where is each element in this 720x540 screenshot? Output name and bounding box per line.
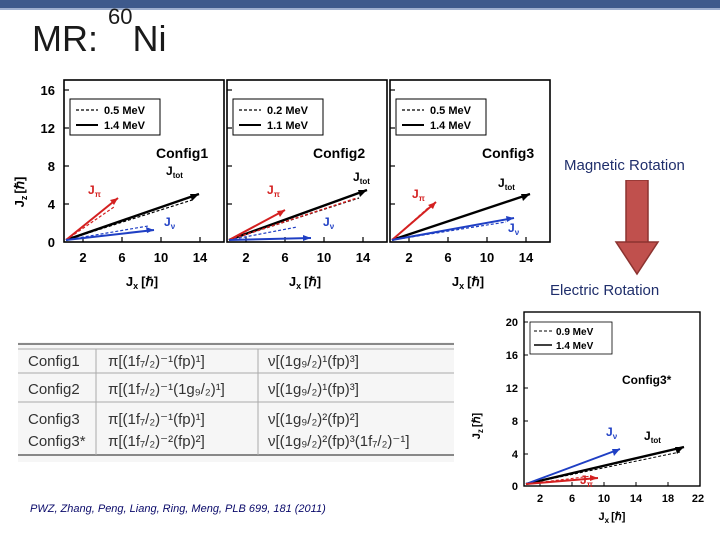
top-y-axis-label-unit: [ℏ]: [12, 177, 27, 194]
legend-entry: 1.4 MeV: [556, 341, 594, 352]
top-y-tick-label: 4: [48, 197, 56, 212]
top-accent-bar: [0, 0, 720, 8]
top-accent-line: [0, 8, 720, 10]
bottom-x-tick-label: 14: [630, 493, 643, 505]
vector-label-j-tot: Jtot: [498, 176, 515, 192]
x-tick-label: 2: [79, 250, 86, 265]
table-row-name: Config1: [28, 353, 80, 370]
bottom-y-tick-label: 4: [512, 449, 519, 461]
table-row-nu: ν[(1g₉/₂)²(fp)³(1f₇/₂)⁻¹]: [268, 433, 410, 450]
x-tick-label: 6: [444, 250, 451, 265]
vector-label-j-tot: Jtot: [353, 170, 370, 186]
slide-title: MR: 60Ni: [32, 4, 167, 60]
bottom-y-axis-label: Jz[ℏ]: [471, 412, 485, 439]
bottom-y-tick-label: 20: [506, 317, 518, 329]
legend-entry: 0.9 MeV: [556, 327, 594, 338]
bottom-x-tick-label: 2: [537, 493, 543, 505]
bottom-x-tick-label: 6: [569, 493, 575, 505]
x-tick-label: 6: [118, 250, 125, 265]
table-row-nu: ν[(1g₉/₂)²(fp)²]: [268, 411, 359, 428]
vector-label-j-pi: Jπ: [580, 473, 593, 489]
x-tick-label: 10: [154, 250, 168, 265]
x-axis-label: Jx [ℏ]: [452, 274, 484, 291]
magnetic-rotation-label: Magnetic Rotation: [564, 157, 685, 174]
table-row-name: Config2: [28, 381, 80, 398]
table-row-name: Config3: [28, 411, 80, 428]
table-row-pi: π[(1f₇/₂)⁻¹(fp)¹]: [108, 411, 205, 428]
panel-config-label: Config1: [156, 145, 208, 161]
x-axis-label: Jx [ℏ]: [126, 274, 158, 291]
bottom-figure-config3star: Jz[ℏ] 0.9 MeV 1.4 MeV Config3* Jν Jtot J…: [466, 306, 716, 538]
x-tick-label: 10: [317, 250, 331, 265]
x-tick-label: 14: [193, 250, 208, 265]
x-tick-label: 10: [480, 250, 494, 265]
bottom-x-tick-label: 10: [598, 493, 610, 505]
x-tick-label: 14: [519, 250, 534, 265]
top-y-axis-label: Jz[ℏ]: [12, 177, 29, 208]
table-row-nu: ν[(1g₉/₂)¹(fp)³]: [268, 353, 359, 370]
x-tick-label: 2: [242, 250, 249, 265]
vector-label-j-nu: Jν: [164, 215, 176, 231]
legend-entry: 0.2 MeV: [267, 105, 309, 117]
top-y-axis-label-sub: z: [19, 195, 29, 200]
title-mass-number: 60: [108, 4, 133, 29]
x-axis-label: Jx [ℏ]: [289, 274, 321, 291]
panel-config-label: Config3*: [622, 373, 672, 387]
bottom-y-tick-label: 12: [506, 383, 518, 395]
x-tick-label: 6: [281, 250, 288, 265]
bottom-x-axis-label: Jx [ℏ]: [599, 511, 626, 525]
bottom-y-tick-label: 0: [512, 481, 518, 493]
top-y-tick-label: 0: [48, 235, 55, 250]
vector-label-j-tot: Jtot: [644, 429, 661, 445]
top-y-tick-label: 8: [48, 159, 55, 174]
bottom-x-tick-label: 18: [662, 493, 674, 505]
down-arrow-icon: [614, 180, 660, 276]
vector-label-j-tot: Jtot: [166, 164, 183, 180]
table-row-name: Config3*: [28, 433, 86, 450]
top-y-axis-label-j: J: [12, 200, 27, 207]
table-row-nu: ν[(1g₉/₂)¹(fp)³]: [268, 381, 359, 398]
top-y-tick-label: 12: [41, 121, 55, 136]
vector-label-j-pi: Jπ: [88, 183, 101, 199]
bottom-y-tick-label: 8: [512, 416, 518, 428]
panel-config1: 0.5 MeV 1.4 MeV Config1 Jπ Jν Jtot 2 6 1…: [63, 79, 225, 291]
table-row-pi: π[(1f₇/₂)⁻²(fp)²]: [108, 433, 205, 450]
legend-entry: 0.5 MeV: [104, 105, 146, 117]
vector-label-j-pi: Jπ: [412, 187, 425, 203]
svg-text:Jz[ℏ]: Jz[ℏ]: [471, 412, 485, 439]
svg-text:Jz[ℏ]: Jz[ℏ]: [12, 177, 29, 208]
legend-entry: 1.4 MeV: [104, 120, 146, 132]
table-row-pi: π[(1f₇/₂)⁻¹(fp)¹]: [108, 353, 205, 370]
electric-rotation-label: Electric Rotation: [550, 282, 660, 299]
panel-config-label: Config3: [482, 145, 534, 161]
table-row-pi: π[(1f₇/₂)⁻¹(1g₉/₂)¹]: [108, 381, 225, 398]
panel-config-label: Config2: [313, 145, 365, 161]
x-tick-label: 14: [356, 250, 371, 265]
vector-label-j-nu: Jν: [323, 215, 335, 231]
configuration-table: Config1 π[(1f₇/₂)⁻¹(fp)¹] ν[(1g₉/₂)¹(fp)…: [18, 342, 454, 462]
legend-entry: 1.4 MeV: [430, 120, 472, 132]
legend-entry: 0.5 MeV: [430, 105, 472, 117]
panel-config3: 0.5 MeV 1.4 MeV Config3 Jπ Jν Jtot 2 6 1…: [389, 79, 551, 291]
title-prefix: MR:: [32, 18, 108, 59]
panel-config2: 0.2 MeV 1.1 MeV Config2 Jπ Jν Jtot 2 6 1…: [226, 79, 388, 291]
reference-citation: PWZ, Zhang, Peng, Liang, Ring, Meng, PLB…: [30, 503, 326, 515]
vector-label-j-nu: Jν: [606, 425, 618, 441]
legend-entry: 1.1 MeV: [267, 120, 309, 132]
vector-label-j-pi: Jπ: [267, 183, 280, 199]
bottom-y-tick-label: 16: [506, 350, 518, 362]
top-y-tick-label: 16: [41, 83, 55, 98]
title-element: Ni: [132, 18, 167, 59]
top-figure: Jz[ℏ] 0 4 8 12 16 0.5 MeV 1.4 MeV Config…: [12, 79, 551, 291]
bottom-x-tick-label: 22: [692, 493, 704, 505]
x-tick-label: 2: [405, 250, 412, 265]
vector-label-j-nu: Jν: [508, 221, 520, 237]
